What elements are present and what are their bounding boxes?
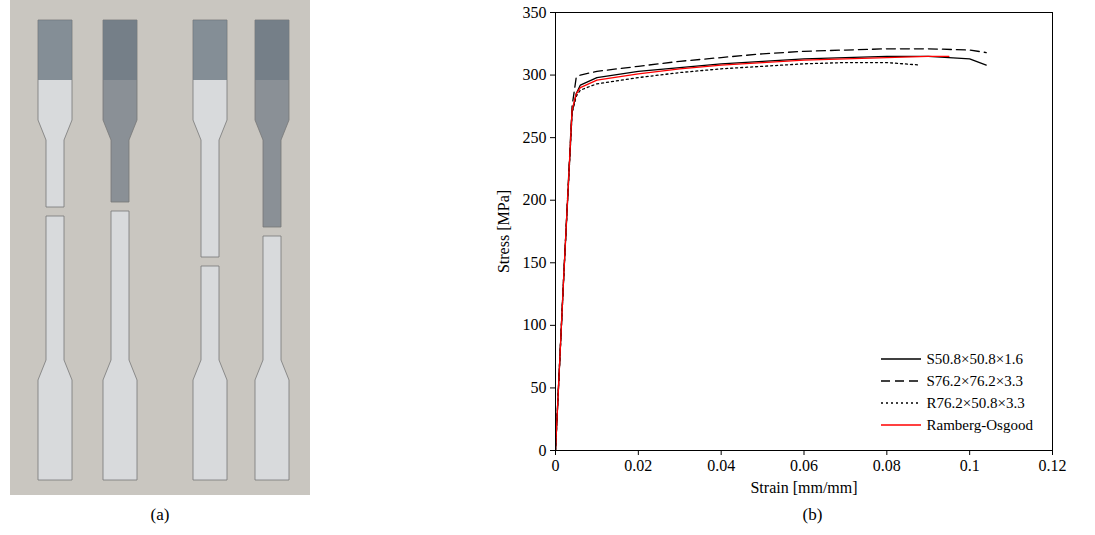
html-text:S50.8×50.8×1.6: S50.8×50.8×1.6 (926, 351, 1023, 367)
svg-text:350: 350 (523, 4, 547, 21)
svg-text:0.02: 0.02 (624, 457, 652, 474)
html-text:(a): (a) (150, 505, 170, 524)
svg-text:250: 250 (523, 129, 547, 146)
svg-text:0.06: 0.06 (790, 457, 818, 474)
svg-text:0.04: 0.04 (707, 457, 735, 474)
html-text:S76.2×76.2×3.3: S76.2×76.2×3.3 (926, 373, 1023, 389)
svg-text:0: 0 (539, 442, 547, 459)
svg-text:0.08: 0.08 (873, 457, 901, 474)
svg-text:100: 100 (523, 316, 547, 333)
svg-text:0: 0 (552, 457, 560, 474)
svg-text:Stress [MPa]: Stress [MPa] (495, 190, 512, 273)
svg-text:300: 300 (523, 66, 547, 83)
svg-text:0.1: 0.1 (960, 457, 980, 474)
svg-text:150: 150 (523, 254, 547, 271)
svg-text:50: 50 (531, 379, 547, 396)
html-text:Ramberg-Osgood: Ramberg-Osgood (926, 417, 1033, 433)
svg-text:200: 200 (523, 191, 547, 208)
svg-text:0.12: 0.12 (1039, 457, 1067, 474)
html-text:R76.2×50.8×3.3: R76.2×50.8×3.3 (926, 395, 1025, 411)
html-text:(b): (b) (802, 505, 823, 524)
svg-text:Strain [mm/mm]: Strain [mm/mm] (750, 479, 857, 496)
